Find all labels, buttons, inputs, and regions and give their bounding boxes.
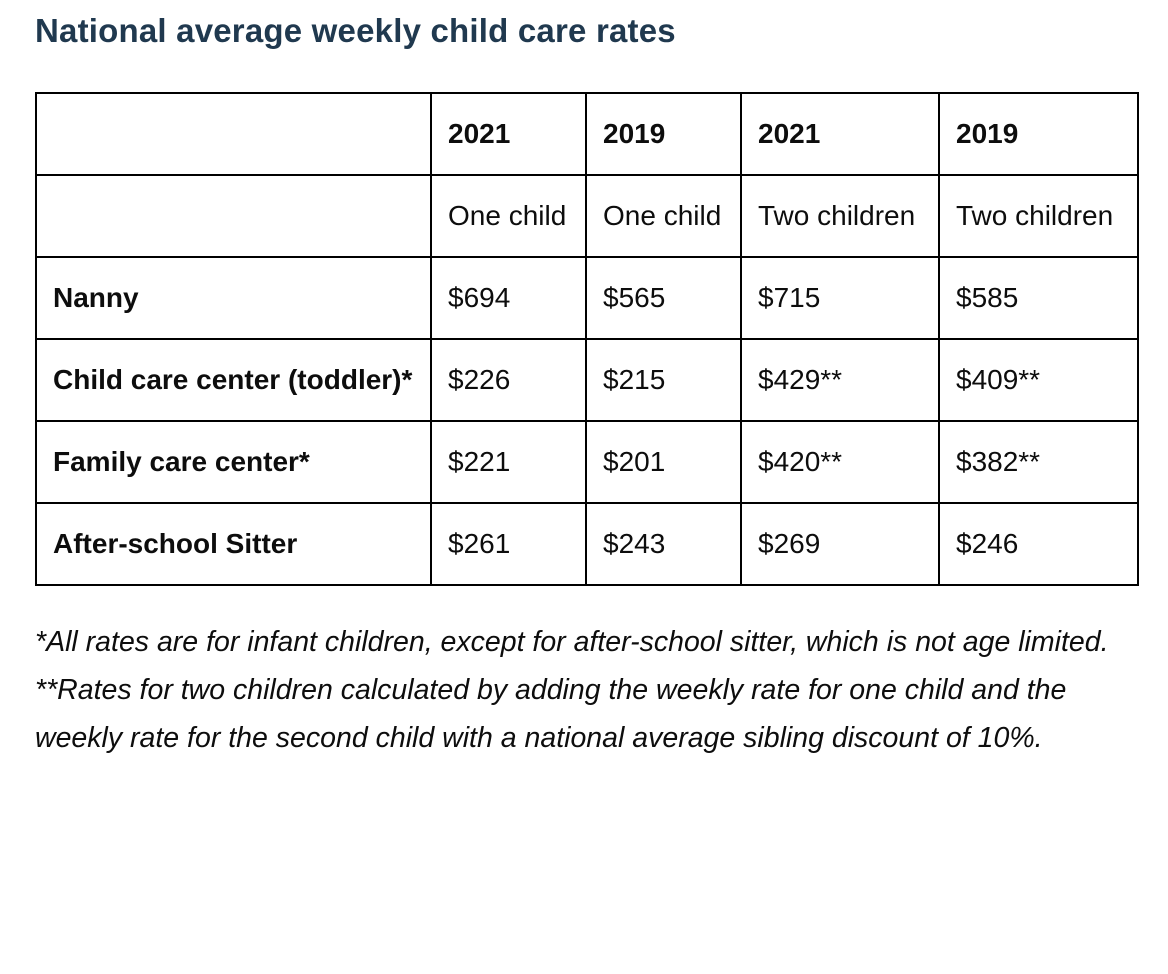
child-count-header: One child <box>585 174 742 258</box>
year-header-2021-one-child: 2021 <box>430 92 587 176</box>
rate-cell: $243 <box>585 502 742 586</box>
year-header-2021-two-children: 2021 <box>740 92 940 176</box>
year-header-2019-one-child: 2019 <box>585 92 742 176</box>
year-header-2019-two-children: 2019 <box>938 92 1139 176</box>
rate-cell: $715 <box>740 256 940 340</box>
row-label: Family care center* <box>35 420 432 504</box>
row-label: Nanny <box>35 256 432 340</box>
table-row-after-school-sitter: After-school Sitter $261 $243 $269 $246 <box>35 502 1139 586</box>
child-care-rates-table: 2021 2019 2021 2019 One child One child … <box>35 92 1139 586</box>
table-header-children-row: One child One child Two children Two chi… <box>35 174 1139 258</box>
rate-cell: $409** <box>938 338 1139 422</box>
corner-cell <box>35 174 432 258</box>
rate-cell: $565 <box>585 256 742 340</box>
footnotes-block: *All rates are for infant children, exce… <box>35 618 1137 762</box>
page-title: National average weekly child care rates <box>35 12 676 49</box>
child-count-header: One child <box>430 174 587 258</box>
rate-cell: $585 <box>938 256 1139 340</box>
rate-cell: $261 <box>430 502 587 586</box>
rate-cell: $226 <box>430 338 587 422</box>
child-count-header: Two children <box>938 174 1139 258</box>
table-row-family-care-center: Family care center* $221 $201 $420** $38… <box>35 420 1139 504</box>
corner-cell <box>35 92 432 176</box>
rate-cell: $221 <box>430 420 587 504</box>
rate-cell: $215 <box>585 338 742 422</box>
rate-cell: $201 <box>585 420 742 504</box>
row-label: Child care center (toddler)* <box>35 338 432 422</box>
rate-cell: $694 <box>430 256 587 340</box>
rate-cell: $382** <box>938 420 1139 504</box>
table-header-years-row: 2021 2019 2021 2019 <box>35 92 1139 176</box>
child-count-header: Two children <box>740 174 940 258</box>
row-label: After-school Sitter <box>35 502 432 586</box>
footnote-double-asterisk: **Rates for two children calculated by a… <box>35 674 1067 754</box>
footnote-single-asterisk: *All rates are for infant children, exce… <box>35 626 1109 658</box>
rate-cell: $429** <box>740 338 940 422</box>
table-row-child-care-center: Child care center (toddler)* $226 $215 $… <box>35 338 1139 422</box>
table-row-nanny: Nanny $694 $565 $715 $585 <box>35 256 1139 340</box>
rate-cell: $420** <box>740 420 940 504</box>
rate-cell: $246 <box>938 502 1139 586</box>
rate-cell: $269 <box>740 502 940 586</box>
